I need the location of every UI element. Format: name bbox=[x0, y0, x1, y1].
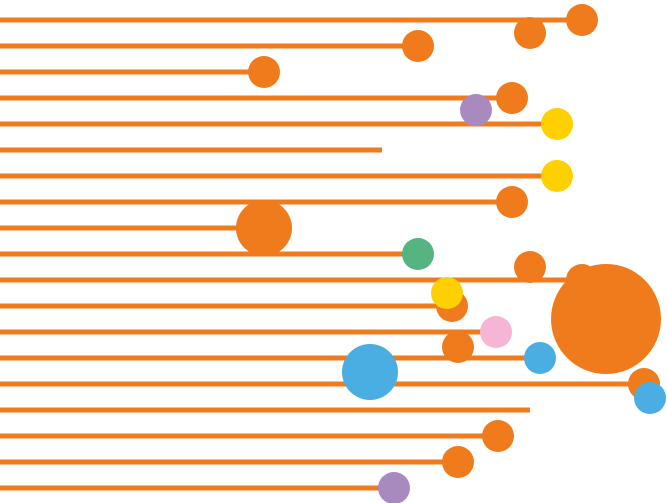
dot-row-14-3 bbox=[342, 344, 398, 400]
row-lines bbox=[0, 17, 644, 491]
dot-row-8-1 bbox=[496, 186, 528, 218]
dot-row-11-2 bbox=[514, 251, 546, 283]
dot-row-14-1 bbox=[442, 331, 474, 363]
dot-row-7-1 bbox=[541, 160, 573, 192]
dot-row-12-2 bbox=[431, 277, 463, 309]
dot-row-4-1 bbox=[496, 82, 528, 114]
dot-row-3-1 bbox=[248, 56, 280, 88]
row-dots bbox=[236, 4, 666, 503]
dot-row-1-1 bbox=[566, 4, 598, 36]
dot-row-4-2 bbox=[460, 94, 492, 126]
dot-row-18-1 bbox=[442, 446, 474, 478]
dot-row-9-1 bbox=[236, 200, 292, 256]
dot-row-19-1 bbox=[378, 472, 410, 503]
dot-row-1-2 bbox=[514, 17, 546, 49]
dot-row-13-1 bbox=[480, 316, 512, 348]
dot-row-15-2 bbox=[634, 382, 666, 414]
dot-row-5-1 bbox=[541, 108, 573, 140]
dot-row-11-1 bbox=[566, 264, 598, 296]
dot-row-10-1 bbox=[402, 238, 434, 270]
dot-row-2-1 bbox=[402, 30, 434, 62]
dot-row-14-2 bbox=[524, 342, 556, 374]
dot-row-17-1 bbox=[482, 420, 514, 452]
